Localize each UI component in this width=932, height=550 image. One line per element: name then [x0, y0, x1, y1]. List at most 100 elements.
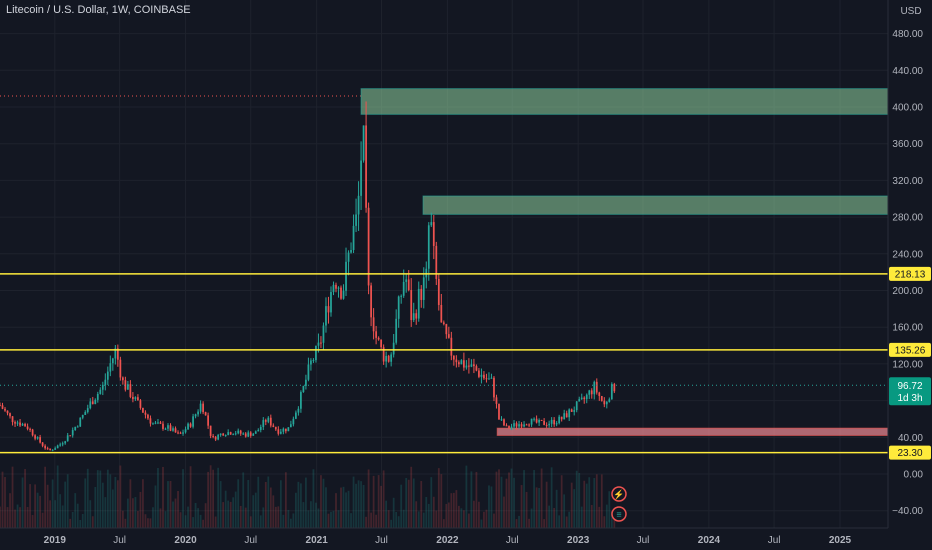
- candle-body: [149, 418, 152, 424]
- candle-body: [310, 360, 312, 365]
- volume-bar: [417, 511, 420, 528]
- volume-bar: [590, 505, 593, 528]
- volume-bar: [580, 506, 583, 528]
- candle-body: [538, 419, 540, 423]
- candle-body: [332, 284, 335, 293]
- volume-bar: [495, 471, 498, 528]
- x-tick-label: Jul: [768, 535, 781, 546]
- candle-body: [129, 384, 132, 397]
- volume-bar: [164, 511, 167, 528]
- candle-body: [202, 403, 204, 413]
- volume-bar: [558, 515, 561, 528]
- volume-bar: [450, 493, 453, 528]
- volume-bar: [147, 518, 149, 528]
- volume-bar: [36, 492, 39, 528]
- volume-bar: [277, 506, 280, 528]
- volume-bar: [239, 505, 242, 528]
- zones-layer: [360, 88, 889, 436]
- volume-bar: [568, 511, 571, 528]
- candle-body: [473, 364, 475, 367]
- y-tick-label: 480.00: [892, 29, 923, 40]
- candle-body: [4, 408, 6, 411]
- volume-bar: [224, 490, 227, 528]
- volume-bar: [129, 479, 132, 528]
- volume-bars: [0, 465, 616, 528]
- candle-body: [284, 428, 287, 432]
- candle-body: [24, 423, 26, 427]
- y-tick-label: 200.00: [892, 286, 923, 297]
- candle-body: [422, 277, 425, 300]
- candle-body: [229, 432, 232, 435]
- volume-bar: [455, 490, 458, 528]
- volume-bar: [234, 491, 237, 528]
- candle-body: [1, 405, 4, 409]
- candle-body: [550, 419, 553, 424]
- volume-bar: [595, 474, 598, 528]
- candle-body: [483, 374, 485, 379]
- x-tick-label: 2019: [44, 535, 67, 546]
- candle-body: [49, 448, 52, 451]
- candle-body: [139, 400, 142, 408]
- volume-bar: [202, 519, 204, 528]
- volume-bar: [452, 492, 455, 528]
- volume-bar: [99, 470, 102, 528]
- candle-body: [335, 284, 337, 289]
- countdown-label: 1d 3h: [897, 393, 922, 404]
- candle-body: [452, 355, 455, 360]
- volume-bar: [548, 505, 551, 528]
- candle-body: [495, 397, 498, 404]
- level-price-label: 135.26: [895, 345, 926, 356]
- volume-bar: [81, 514, 84, 528]
- volume-bar: [284, 472, 287, 528]
- volume-bar: [209, 465, 212, 528]
- candle-body: [279, 431, 282, 434]
- volume-bar: [390, 519, 393, 528]
- candle-body: [588, 390, 591, 395]
- volume-bar: [254, 492, 257, 528]
- candle-body: [247, 432, 250, 437]
- volume-bar: [555, 489, 558, 528]
- volume-bar: [249, 516, 252, 528]
- volume-bar: [520, 485, 523, 528]
- volume-bar: [11, 466, 14, 528]
- candle-body: [114, 348, 117, 359]
- volume-bar: [573, 489, 576, 528]
- volume-bar: [282, 514, 285, 528]
- volume-bar: [257, 476, 260, 528]
- candle-body: [222, 433, 225, 436]
- volume-bar: [172, 501, 174, 528]
- volume-bar: [407, 479, 410, 528]
- currency-label: USD: [900, 6, 921, 17]
- candle-body: [184, 429, 187, 433]
- volume-bar: [600, 474, 603, 528]
- volume-bar: [227, 500, 230, 528]
- volume-bar: [485, 509, 488, 528]
- volume-bar: [425, 496, 428, 528]
- volume-bar: [575, 470, 578, 528]
- candle-body: [69, 435, 72, 437]
- candle-body: [375, 331, 377, 338]
- x-tick-label: Jul: [244, 535, 257, 546]
- candle-body: [132, 396, 134, 400]
- volume-bar: [460, 508, 463, 528]
- candle-body: [315, 345, 317, 361]
- volume-bar: [212, 469, 215, 528]
- volume-bar: [31, 515, 34, 528]
- volume-bar: [197, 508, 199, 528]
- volume-bar: [132, 498, 134, 528]
- volume-bar: [124, 518, 127, 528]
- candle-body: [312, 360, 315, 362]
- candle-body: [237, 430, 240, 434]
- candle-body: [573, 410, 576, 412]
- candle-body: [179, 432, 182, 434]
- candles-layer: [0, 101, 616, 452]
- candle-body: [249, 432, 252, 436]
- alert-badge-flag: [611, 506, 627, 522]
- volume-bar: [0, 506, 1, 528]
- candle-body: [528, 424, 530, 426]
- volume-bar: [292, 513, 295, 528]
- candle-body: [174, 428, 177, 433]
- candle-body: [478, 370, 480, 377]
